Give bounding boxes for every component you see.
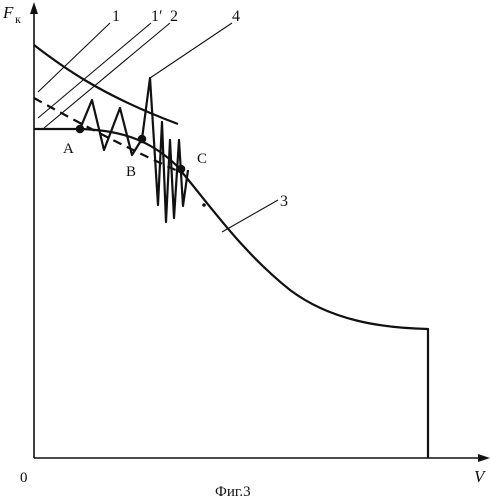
- y-axis-arrow: [30, 2, 38, 14]
- curve-3: [34, 129, 428, 458]
- curve-label-3: 3: [280, 193, 288, 210]
- curve-1-prime: [34, 98, 180, 172]
- curve-4: [142, 78, 188, 222]
- leader-line-3: [222, 200, 278, 232]
- point-c: [177, 165, 186, 174]
- curve-label-1: 1: [112, 8, 120, 25]
- origin-label: 0: [20, 470, 28, 486]
- figure-caption: Фиг.3: [215, 484, 251, 500]
- y-axis-label: F: [2, 3, 14, 22]
- x-axis-arrow: [478, 454, 490, 462]
- curve-1: [34, 45, 178, 124]
- leader-line-4: [150, 23, 232, 78]
- curve-label-4: 4: [232, 8, 240, 25]
- point-label-c: C: [197, 151, 207, 167]
- point-b: [138, 135, 147, 144]
- point-label-b: B: [126, 164, 136, 180]
- curve-label-1-prime: 1′: [151, 8, 163, 25]
- point-label-a: A: [63, 141, 74, 157]
- y-axis-subscript: к: [15, 12, 21, 26]
- curve-3-mark: [202, 203, 206, 207]
- curve-label-2: 2: [170, 8, 178, 25]
- x-axis-label: V: [474, 467, 487, 486]
- point-a: [76, 125, 85, 134]
